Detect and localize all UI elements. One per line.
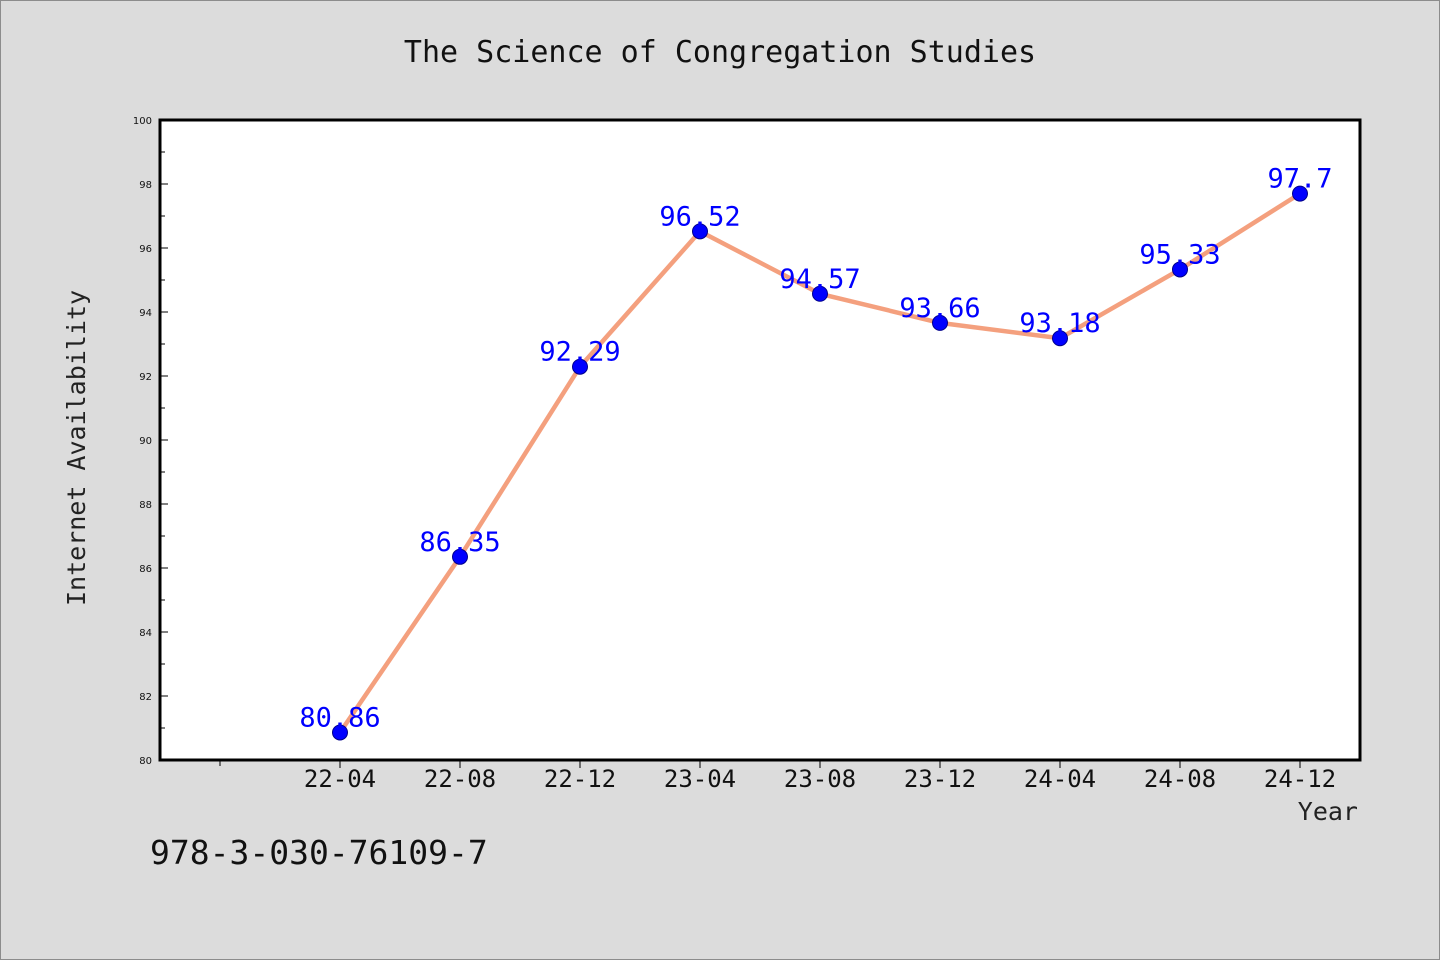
- data-point: [332, 724, 348, 741]
- x-tick-label: 23-12: [904, 765, 976, 793]
- y-tick-label: 80: [139, 756, 152, 767]
- data-label: 96.52: [659, 201, 740, 232]
- data-points: [332, 185, 1308, 741]
- x-axis-label: Year: [1298, 797, 1358, 826]
- x-axis: 22-04 22-08 22-12 23-04 23-08 23-12 24-04 24-08…: [219, 760, 1336, 793]
- y-axis-label: Internet Availability: [62, 290, 91, 606]
- x-tick-label: 22-08: [424, 765, 496, 793]
- data-label: 80.86: [299, 702, 380, 733]
- chart-title: The Science of Congregation Studies: [404, 35, 1036, 70]
- data-label: 93.66: [899, 293, 980, 324]
- x-tick-label: 24-12: [1264, 765, 1336, 793]
- x-tick-label: 24-04: [1024, 765, 1096, 793]
- isbn-text: 978-3-030-76109-7: [150, 833, 488, 872]
- x-tick-label: 23-08: [784, 765, 856, 793]
- y-tick-label: 86: [139, 564, 152, 575]
- x-tick-label: 24-08: [1144, 765, 1216, 793]
- x-tick-label: 23-04: [664, 765, 736, 793]
- y-axis: 80 82 84 86 88 90 92 94 96 98 100: [133, 116, 168, 767]
- data-label: 95.33: [1139, 239, 1220, 270]
- data-point: [812, 285, 828, 302]
- y-tick-label: 94: [139, 308, 152, 319]
- data-labels: 80.86 86.35 92.29 96.52 94.57 93.66 93.18 95.33…: [299, 164, 1332, 734]
- data-label: 93.18: [1019, 308, 1100, 339]
- data-label: 94.57: [779, 264, 860, 295]
- x-tick-label: 22-12: [544, 765, 616, 793]
- y-tick-label: 96: [139, 244, 152, 255]
- y-tick-label: 82: [139, 692, 152, 703]
- data-point: [452, 548, 468, 565]
- y-tick-label: 98: [139, 180, 152, 191]
- data-label: 92.29: [539, 337, 620, 368]
- data-label: 86.35: [419, 527, 500, 558]
- data-point: [1172, 261, 1188, 278]
- y-tick-label: 88: [139, 500, 152, 511]
- data-point: [1052, 330, 1068, 347]
- y-tick-label: 100: [133, 116, 152, 127]
- data-point: [932, 314, 948, 331]
- y-tick-label: 90: [139, 436, 152, 447]
- data-point: [572, 358, 588, 375]
- data-label: 97.7: [1267, 164, 1332, 195]
- y-tick-label: 84: [139, 628, 152, 639]
- y-tick-label: 92: [139, 372, 152, 383]
- data-point: [692, 223, 708, 240]
- x-tick-label: 22-04: [304, 765, 376, 793]
- plot-area: [158, 118, 1362, 762]
- data-point: [1292, 185, 1308, 202]
